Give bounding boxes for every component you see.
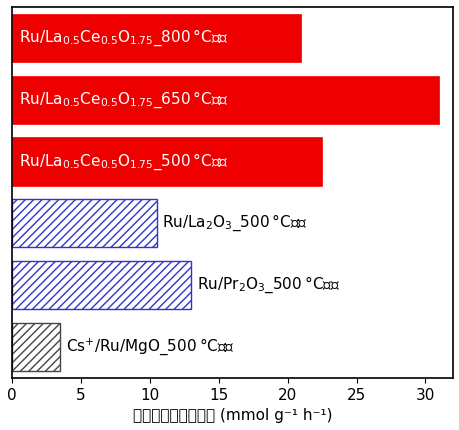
Text: Ru/Pr$_{2}$O$_{3}$_500 °C還元: Ru/Pr$_{2}$O$_{3}$_500 °C還元: [196, 275, 339, 295]
Bar: [12, 76, 438, 124]
Bar: [12, 261, 190, 309]
Text: Ru/La$_{0.5}$Ce$_{0.5}$O$_{1.75}$_500 °C還元: Ru/La$_{0.5}$Ce$_{0.5}$O$_{1.75}$_500 °C…: [19, 151, 228, 172]
Text: Cs$^{+}$/Ru/MgO_500 °C還元: Cs$^{+}$/Ru/MgO_500 °C還元: [65, 337, 234, 357]
Bar: [12, 323, 60, 371]
Text: Ru/La$_{2}$O$_{3}$_500 °C還元: Ru/La$_{2}$O$_{3}$_500 °C還元: [162, 213, 307, 233]
Bar: [12, 14, 301, 62]
Bar: [12, 199, 156, 247]
Text: Ru/La$_{0.5}$Ce$_{0.5}$O$_{1.75}$_800 °C還元: Ru/La$_{0.5}$Ce$_{0.5}$O$_{1.75}$_800 °C…: [19, 28, 228, 48]
Bar: [12, 137, 321, 186]
Text: Ru/La$_{0.5}$Ce$_{0.5}$O$_{1.75}$_650 °C還元: Ru/La$_{0.5}$Ce$_{0.5}$O$_{1.75}$_650 °C…: [19, 89, 228, 110]
X-axis label: アンモニア生成速度 (mmol g⁻¹ h⁻¹): アンモニア生成速度 (mmol g⁻¹ h⁻¹): [132, 408, 331, 423]
